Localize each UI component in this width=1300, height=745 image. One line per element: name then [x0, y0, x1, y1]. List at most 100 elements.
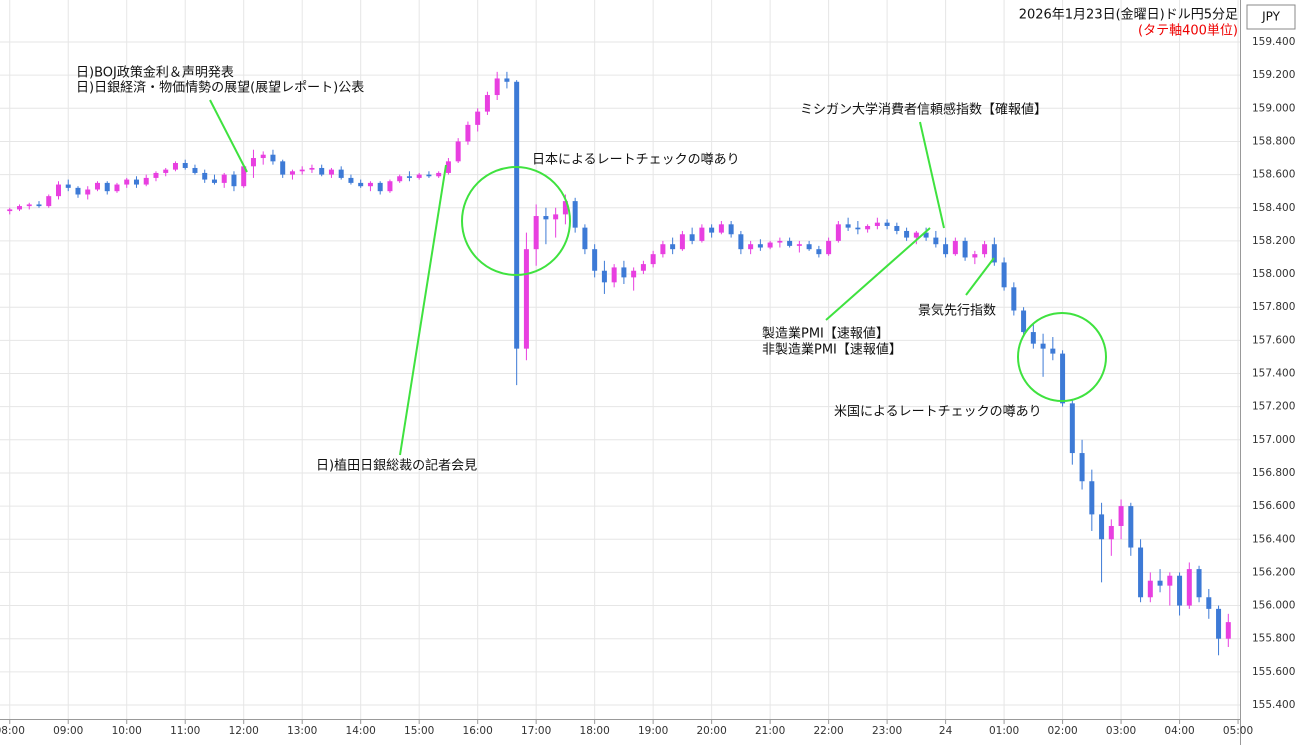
candle-body	[504, 78, 510, 82]
candle-body	[972, 254, 978, 258]
candle-body	[728, 224, 734, 235]
grid	[0, 0, 1240, 719]
candle-body	[328, 169, 334, 175]
candle-body	[1138, 547, 1144, 598]
y-tick-label: 157.800	[1252, 301, 1295, 313]
y-tick-label: 156.400	[1252, 533, 1295, 545]
candle-body	[397, 176, 403, 182]
candle-body	[1011, 287, 1017, 311]
candle-body	[367, 182, 373, 187]
candle-body	[904, 230, 910, 238]
candle-body	[1050, 348, 1056, 354]
candle-body	[1060, 353, 1066, 404]
candle-body	[143, 177, 149, 185]
candle-body	[114, 184, 120, 192]
candle-body	[631, 270, 637, 278]
y-tick-label: 159.000	[1252, 102, 1295, 114]
y-tick-label: 158.200	[1252, 235, 1295, 247]
x-tick-label: 02:00	[1047, 725, 1077, 737]
candle-body	[718, 224, 724, 233]
x-tick-label: 24	[939, 725, 953, 737]
candle-body	[241, 166, 247, 187]
x-tick-label: 13:00	[287, 725, 317, 737]
callout-line	[209, 99, 248, 173]
candle-body	[738, 234, 744, 250]
candle-body	[640, 264, 646, 271]
callout-line	[399, 164, 447, 456]
candle-body	[124, 179, 130, 185]
candle-body	[299, 169, 305, 172]
x-tick-label: 18:00	[580, 725, 610, 737]
candle-body	[601, 270, 607, 283]
candle-body	[36, 204, 42, 207]
candle-body	[1128, 506, 1134, 548]
currency: JPY	[1261, 10, 1281, 24]
candle-body	[133, 179, 139, 185]
x-tick-label: 17:00	[521, 725, 551, 737]
candle-body	[1021, 310, 1027, 333]
candle-body	[436, 172, 442, 177]
candle-body	[1196, 569, 1202, 598]
candle-body	[445, 161, 451, 173]
candle-body	[1157, 580, 1163, 586]
annotation: 日)BOJ政策金利＆声明発表	[76, 65, 234, 81]
x-tick-label: 09:00	[53, 725, 83, 737]
candle-body	[1216, 608, 1222, 639]
annotation: 製造業PMI【速報値】	[762, 326, 889, 342]
candle-body	[874, 222, 880, 226]
candle-body	[55, 184, 61, 197]
x-tick-label: 16:00	[463, 725, 493, 737]
candle-body	[845, 224, 851, 228]
candle-body	[484, 95, 490, 112]
candle-body	[679, 234, 685, 250]
annotation: 日)植田日銀総裁の記者会見	[316, 458, 477, 474]
x-tick-label: 10:00	[112, 725, 142, 737]
candle-body	[387, 181, 393, 192]
y-tick-label: 157.000	[1252, 434, 1295, 446]
y-tick-label: 158.800	[1252, 135, 1295, 147]
x-tick-label: 04:00	[1164, 725, 1194, 737]
candle-body	[650, 254, 656, 265]
candle-body	[582, 227, 588, 250]
annotation: 景気先行指数	[918, 303, 996, 319]
candle-body	[777, 240, 783, 243]
candle-body	[757, 244, 763, 248]
candle-body	[611, 267, 617, 283]
candle-body	[1118, 506, 1124, 526]
candle-body	[104, 182, 110, 192]
candle-body	[465, 124, 471, 142]
candle-body	[270, 154, 276, 162]
x-tick-label: 11:00	[170, 725, 200, 737]
callout-circle	[1017, 312, 1107, 402]
candle-body	[816, 249, 822, 255]
candle-body	[1186, 569, 1192, 606]
candle-body	[835, 224, 841, 241]
y-tick-label: 156.000	[1252, 600, 1295, 612]
candle-body	[211, 179, 217, 183]
candle-body	[894, 225, 900, 231]
chart-title: 2026年1月23日(金曜日)ドル円5分足	[1019, 7, 1238, 23]
candle-body	[192, 167, 198, 173]
candle-body	[153, 172, 159, 178]
candle-body	[455, 141, 461, 162]
y-tick-label: 155.600	[1252, 666, 1295, 678]
x-tick-label: 15:00	[404, 725, 434, 737]
candle-body	[1206, 597, 1212, 609]
candle-body	[1225, 622, 1231, 639]
candle-body	[94, 182, 100, 190]
candle-body	[1099, 514, 1105, 540]
callout-circle	[461, 166, 571, 276]
x-tick-label: 19:00	[638, 725, 668, 737]
candle-body	[289, 171, 295, 175]
x-tick-label: 23:00	[872, 725, 902, 737]
y-tick-label: 155.800	[1252, 633, 1295, 645]
x-tick-label: 05:00	[1223, 725, 1253, 737]
candle-body	[952, 240, 958, 255]
x-tick-label: 14:00	[346, 725, 376, 737]
candle-body	[855, 227, 861, 230]
callout-line	[919, 121, 945, 229]
y-tick-label: 158.600	[1252, 169, 1295, 181]
x-tick-label: 01:00	[989, 725, 1019, 737]
callout-line	[965, 257, 995, 296]
candle-body	[787, 240, 793, 246]
